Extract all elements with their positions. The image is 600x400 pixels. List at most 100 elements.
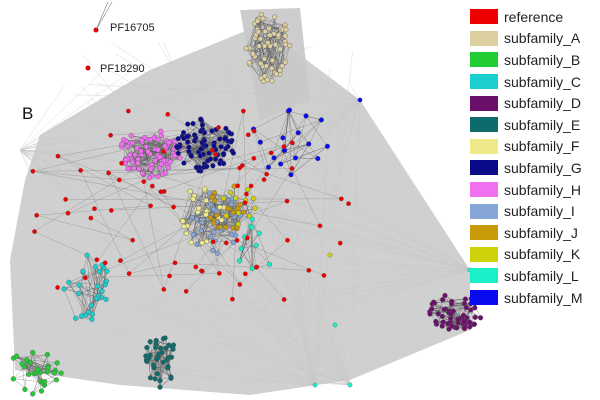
edge (163, 150, 213, 290)
node-subfamily-a (263, 63, 270, 69)
node-subfamily-c (76, 290, 82, 297)
edge (436, 303, 452, 325)
edge (289, 99, 361, 117)
node-subfamily-a (261, 56, 267, 62)
edge (13, 357, 43, 384)
node-reference (126, 271, 132, 276)
node-subfamily-j (230, 210, 236, 216)
node-subfamily-a (269, 65, 275, 71)
node-subfamily-i (208, 234, 214, 240)
node-reference (118, 258, 123, 263)
edge (19, 131, 66, 151)
node-subfamily-h (155, 147, 161, 153)
edge (180, 99, 361, 320)
node-subfamily-h (155, 136, 161, 143)
edge (181, 191, 191, 221)
node-subfamily-h (138, 148, 144, 154)
node-label-pf18290: PF18290 (100, 63, 145, 75)
legend-label: subfamily_I (504, 203, 575, 220)
node-subfamily-h (158, 128, 164, 134)
edge (444, 295, 467, 308)
node-subfamily-b (24, 357, 30, 363)
legend-label: subfamily_F (504, 138, 580, 155)
edge (188, 120, 202, 137)
edge (270, 283, 316, 386)
edge (252, 45, 271, 55)
node-subfamily-i (194, 216, 200, 222)
node-subfamily-g (218, 144, 224, 150)
node-subfamily-a (262, 73, 268, 79)
edge (19, 149, 348, 215)
node-subfamily-j (209, 194, 215, 200)
edge (90, 373, 316, 386)
node-subfamily-m (324, 143, 331, 149)
edge (255, 129, 316, 386)
legend-item-subfamily-j: subfamily_J (470, 222, 598, 244)
node-reference (321, 273, 327, 278)
edge (19, 114, 175, 151)
node-subfamily-d (461, 319, 467, 325)
node-reference (317, 223, 323, 229)
node-subfamily-f (180, 218, 186, 224)
node-subfamily-f (188, 239, 194, 246)
node-subfamily-d (446, 326, 452, 332)
edge (253, 110, 289, 130)
node-subfamily-a (282, 33, 288, 39)
edge (253, 131, 267, 175)
node-subfamily-h (134, 145, 140, 151)
edge (276, 269, 471, 324)
edge (175, 262, 309, 271)
node-reference (55, 285, 60, 290)
node-subfamily-g (211, 143, 217, 149)
node-subfamily-c (93, 295, 100, 301)
edge (248, 373, 351, 386)
legend: reference subfamily_A subfamily_B subfam… (470, 6, 598, 308)
node-hub (357, 97, 363, 103)
edge (206, 193, 471, 271)
node-subfamily-g (228, 139, 234, 145)
node-subfamily-c (76, 282, 82, 288)
edge (308, 119, 322, 145)
legend-label: subfamily_G (504, 159, 582, 176)
node-subfamily-h (121, 137, 127, 143)
edge (57, 156, 151, 207)
edge (19, 70, 151, 151)
node-subfamily-f (203, 197, 209, 204)
node-subfamily-e (160, 359, 166, 365)
node-reference (65, 210, 71, 216)
legend-label: subfamily_H (504, 181, 582, 198)
legend-swatch (470, 95, 498, 111)
node-subfamily-c (88, 302, 94, 309)
node-subfamily-i (214, 250, 220, 256)
node-reference (199, 268, 205, 274)
node-subfamily-a (282, 41, 289, 48)
edge (151, 269, 471, 319)
node-reference (167, 273, 172, 279)
node-subfamily-h (132, 152, 138, 158)
node-subfamily-c (96, 268, 102, 274)
node-subfamily-i (230, 239, 236, 246)
node-subfamily-k (235, 210, 242, 216)
node-subfamily-h (129, 140, 136, 146)
node-reference (141, 179, 147, 184)
node-reference (193, 264, 199, 270)
node-reference (148, 203, 153, 209)
node-subfamily-i (208, 201, 214, 208)
node-subfamily-d (461, 300, 468, 307)
edge (253, 55, 266, 77)
node-subfamily-e (147, 339, 153, 345)
node-subfamily-e (157, 377, 163, 384)
edge (85, 200, 288, 278)
node-subfamily-g (185, 139, 191, 145)
node-subfamily-b (19, 361, 25, 367)
edge (290, 146, 328, 175)
edge (205, 269, 471, 352)
node-reference (251, 155, 257, 161)
node-subfamily-b (54, 360, 60, 366)
node-subfamily-a (246, 60, 252, 66)
edge (275, 201, 351, 386)
edge (121, 173, 471, 271)
edge (299, 99, 361, 132)
node-subfamily-h (148, 166, 154, 172)
node-reference (284, 198, 290, 204)
